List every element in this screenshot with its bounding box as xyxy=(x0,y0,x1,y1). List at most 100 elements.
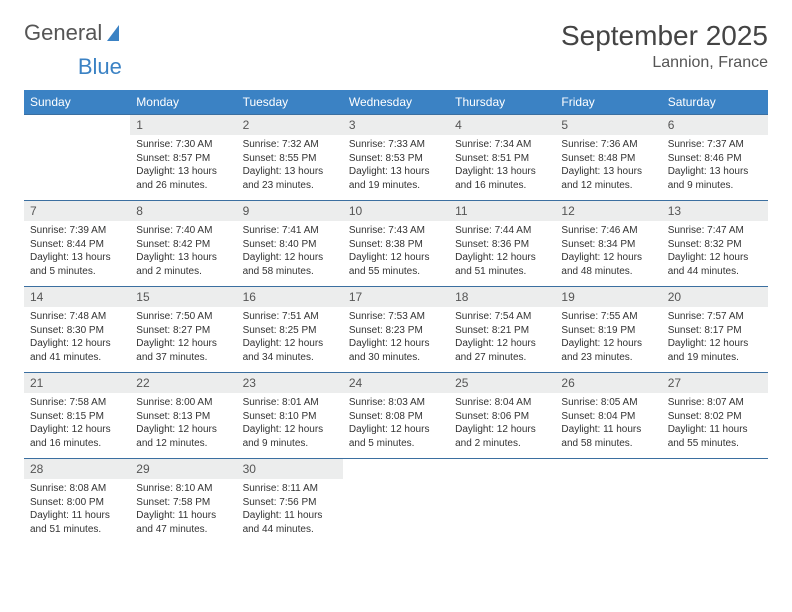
day-number: 21 xyxy=(24,373,130,393)
day-body: Sunrise: 8:00 AMSunset: 8:13 PMDaylight:… xyxy=(130,393,236,454)
sunset-text: Sunset: 8:34 PM xyxy=(561,238,655,252)
daylight-text: and 51 minutes. xyxy=(455,265,549,279)
sunset-text: Sunset: 8:51 PM xyxy=(455,152,549,166)
day-body: Sunrise: 7:57 AMSunset: 8:17 PMDaylight:… xyxy=(662,307,768,368)
daylight-text: Daylight: 12 hours xyxy=(668,337,762,351)
daylight-text: and 19 minutes. xyxy=(668,351,762,365)
day-cell xyxy=(555,459,661,545)
sunrise-text: Sunrise: 8:05 AM xyxy=(561,396,655,410)
sunrise-text: Sunrise: 8:07 AM xyxy=(668,396,762,410)
daylight-text: Daylight: 11 hours xyxy=(668,423,762,437)
daylight-text: Daylight: 13 hours xyxy=(668,165,762,179)
sunset-text: Sunset: 8:25 PM xyxy=(243,324,337,338)
sunset-text: Sunset: 8:06 PM xyxy=(455,410,549,424)
day-cell: 5Sunrise: 7:36 AMSunset: 8:48 PMDaylight… xyxy=(555,115,661,201)
day-number xyxy=(555,459,661,479)
day-number: 24 xyxy=(343,373,449,393)
daylight-text: and 19 minutes. xyxy=(349,179,443,193)
daylight-text: and 2 minutes. xyxy=(136,265,230,279)
sunset-text: Sunset: 8:04 PM xyxy=(561,410,655,424)
day-number: 18 xyxy=(449,287,555,307)
dow-thursday: Thursday xyxy=(449,90,555,115)
sunrise-text: Sunrise: 8:00 AM xyxy=(136,396,230,410)
sunset-text: Sunset: 8:38 PM xyxy=(349,238,443,252)
daylight-text: and 9 minutes. xyxy=(243,437,337,451)
dow-sunday: Sunday xyxy=(24,90,130,115)
sunset-text: Sunset: 8:21 PM xyxy=(455,324,549,338)
day-body: Sunrise: 7:37 AMSunset: 8:46 PMDaylight:… xyxy=(662,135,768,196)
day-body: Sunrise: 8:11 AMSunset: 7:56 PMDaylight:… xyxy=(237,479,343,540)
daylight-text: Daylight: 12 hours xyxy=(30,423,124,437)
day-body: Sunrise: 7:33 AMSunset: 8:53 PMDaylight:… xyxy=(343,135,449,196)
sunrise-text: Sunrise: 7:53 AM xyxy=(349,310,443,324)
day-cell: 14Sunrise: 7:48 AMSunset: 8:30 PMDayligh… xyxy=(24,287,130,373)
day-number: 13 xyxy=(662,201,768,221)
day-cell xyxy=(449,459,555,545)
daylight-text: Daylight: 12 hours xyxy=(136,423,230,437)
sunset-text: Sunset: 8:23 PM xyxy=(349,324,443,338)
day-cell: 20Sunrise: 7:57 AMSunset: 8:17 PMDayligh… xyxy=(662,287,768,373)
sunset-text: Sunset: 8:53 PM xyxy=(349,152,443,166)
day-body: Sunrise: 7:47 AMSunset: 8:32 PMDaylight:… xyxy=(662,221,768,282)
day-body: Sunrise: 7:44 AMSunset: 8:36 PMDaylight:… xyxy=(449,221,555,282)
day-body: Sunrise: 7:30 AMSunset: 8:57 PMDaylight:… xyxy=(130,135,236,196)
day-number: 27 xyxy=(662,373,768,393)
week-row: 28Sunrise: 8:08 AMSunset: 8:00 PMDayligh… xyxy=(24,459,768,545)
day-cell: 29Sunrise: 8:10 AMSunset: 7:58 PMDayligh… xyxy=(130,459,236,545)
daylight-text: Daylight: 12 hours xyxy=(668,251,762,265)
day-cell: 1Sunrise: 7:30 AMSunset: 8:57 PMDaylight… xyxy=(130,115,236,201)
day-number: 14 xyxy=(24,287,130,307)
daylight-text: and 37 minutes. xyxy=(136,351,230,365)
day-number: 8 xyxy=(130,201,236,221)
day-body: Sunrise: 7:48 AMSunset: 8:30 PMDaylight:… xyxy=(24,307,130,368)
day-number: 4 xyxy=(449,115,555,135)
day-number: 20 xyxy=(662,287,768,307)
location: Lannion, France xyxy=(561,54,768,72)
sunset-text: Sunset: 7:58 PM xyxy=(136,496,230,510)
day-number: 7 xyxy=(24,201,130,221)
day-number: 12 xyxy=(555,201,661,221)
day-cell: 8Sunrise: 7:40 AMSunset: 8:42 PMDaylight… xyxy=(130,201,236,287)
sunset-text: Sunset: 7:56 PM xyxy=(243,496,337,510)
day-number: 26 xyxy=(555,373,661,393)
daylight-text: and 55 minutes. xyxy=(668,437,762,451)
daylight-text: Daylight: 11 hours xyxy=(561,423,655,437)
dow-tuesday: Tuesday xyxy=(237,90,343,115)
day-cell: 18Sunrise: 7:54 AMSunset: 8:21 PMDayligh… xyxy=(449,287,555,373)
sunset-text: Sunset: 8:02 PM xyxy=(668,410,762,424)
daylight-text: and 58 minutes. xyxy=(243,265,337,279)
day-number: 30 xyxy=(237,459,343,479)
day-number: 9 xyxy=(237,201,343,221)
day-body: Sunrise: 7:54 AMSunset: 8:21 PMDaylight:… xyxy=(449,307,555,368)
sunset-text: Sunset: 8:57 PM xyxy=(136,152,230,166)
sunset-text: Sunset: 8:17 PM xyxy=(668,324,762,338)
daylight-text: Daylight: 12 hours xyxy=(561,251,655,265)
daylight-text: Daylight: 12 hours xyxy=(136,337,230,351)
day-number: 11 xyxy=(449,201,555,221)
daylight-text: and 23 minutes. xyxy=(561,351,655,365)
sunrise-text: Sunrise: 7:46 AM xyxy=(561,224,655,238)
sunrise-text: Sunrise: 8:01 AM xyxy=(243,396,337,410)
daylight-text: and 48 minutes. xyxy=(561,265,655,279)
sunset-text: Sunset: 8:32 PM xyxy=(668,238,762,252)
dow-wednesday: Wednesday xyxy=(343,90,449,115)
sunrise-text: Sunrise: 8:03 AM xyxy=(349,396,443,410)
day-cell: 19Sunrise: 7:55 AMSunset: 8:19 PMDayligh… xyxy=(555,287,661,373)
daylight-text: and 16 minutes. xyxy=(455,179,549,193)
week-row: 7Sunrise: 7:39 AMSunset: 8:44 PMDaylight… xyxy=(24,201,768,287)
daylight-text: Daylight: 13 hours xyxy=(136,251,230,265)
sunset-text: Sunset: 8:48 PM xyxy=(561,152,655,166)
day-cell: 15Sunrise: 7:50 AMSunset: 8:27 PMDayligh… xyxy=(130,287,236,373)
day-cell: 12 Sunrise: 7:46 AMSunset: 8:34 PMDayligh… xyxy=(555,201,661,287)
daylight-text: Daylight: 12 hours xyxy=(455,251,549,265)
day-cell: 23Sunrise: 8:01 AMSunset: 8:10 PMDayligh… xyxy=(237,373,343,459)
sunrise-text: Sunrise: 7:54 AM xyxy=(455,310,549,324)
daylight-text: Daylight: 13 hours xyxy=(243,165,337,179)
day-number xyxy=(24,115,130,135)
daylight-text: and 58 minutes. xyxy=(561,437,655,451)
sunset-text: Sunset: 8:10 PM xyxy=(243,410,337,424)
daylight-text: and 26 minutes. xyxy=(136,179,230,193)
sunrise-text: Sunrise: 8:11 AM xyxy=(243,482,337,496)
day-number: 1 xyxy=(130,115,236,135)
day-body: Sunrise: 8:01 AMSunset: 8:10 PMDaylight:… xyxy=(237,393,343,454)
